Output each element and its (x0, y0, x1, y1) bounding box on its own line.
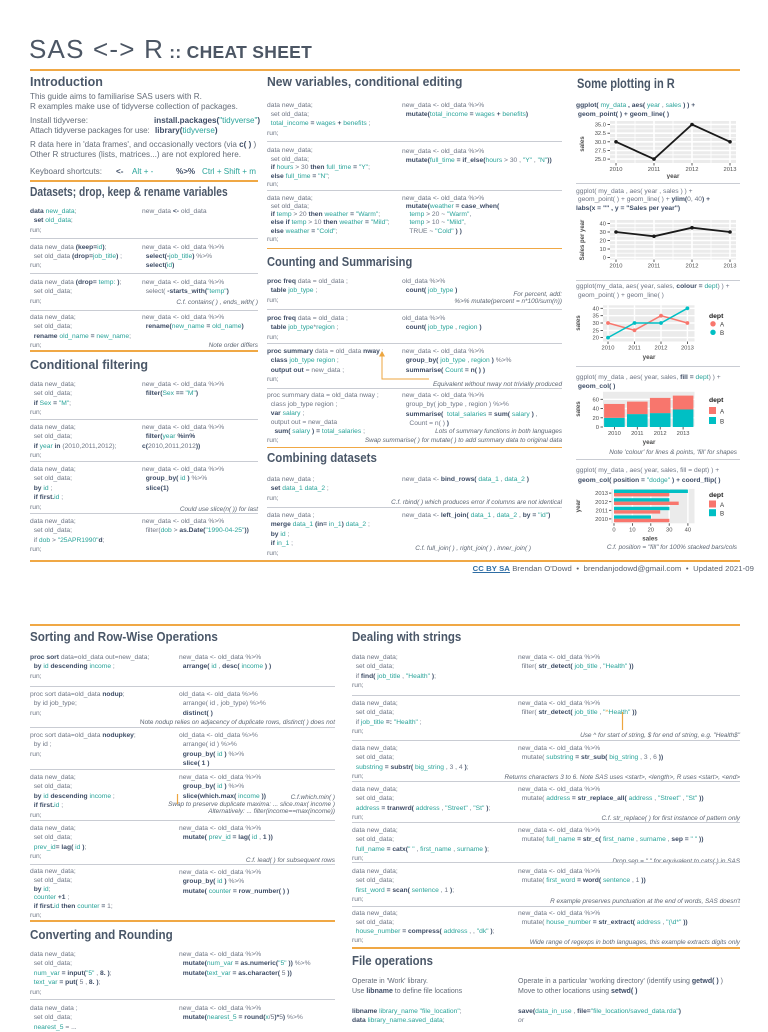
svg-text:10: 10 (600, 247, 606, 253)
svg-text:year: year (576, 499, 582, 512)
svg-text:sales: sales (576, 401, 582, 417)
svg-text:2013: 2013 (724, 264, 737, 270)
svg-text:25: 25 (593, 328, 599, 334)
svg-text:32.5: 32.5 (595, 131, 606, 137)
svg-text:2013: 2013 (681, 345, 694, 351)
svg-text:dept: dept (709, 397, 724, 404)
svg-text:sales: sales (642, 536, 658, 543)
svg-text:2010: 2010 (610, 264, 623, 270)
svg-text:0: 0 (596, 425, 599, 431)
svg-text:Sales per year: Sales per year (580, 219, 586, 260)
svg-text:B: B (720, 330, 724, 337)
svg-text:2011: 2011 (631, 431, 643, 437)
svg-text:2012: 2012 (655, 345, 668, 351)
svg-text:30: 30 (593, 321, 599, 327)
svg-text:2012: 2012 (686, 264, 699, 270)
svg-text:2010: 2010 (602, 345, 615, 351)
svg-text:A: A (720, 502, 725, 509)
svg-text:2012: 2012 (654, 431, 667, 437)
svg-text:2011: 2011 (648, 167, 660, 173)
svg-text:year: year (667, 173, 680, 179)
svg-text:2013: 2013 (677, 431, 690, 437)
svg-text:2012: 2012 (595, 500, 608, 506)
svg-text:30: 30 (666, 527, 672, 533)
svg-text:40: 40 (600, 222, 606, 228)
svg-text:20: 20 (600, 239, 606, 245)
svg-text:B: B (720, 511, 724, 518)
svg-text:2011: 2011 (628, 345, 640, 351)
svg-text:40: 40 (685, 527, 691, 533)
svg-text:2010: 2010 (610, 167, 623, 173)
svg-text:20: 20 (593, 336, 599, 342)
svg-text:A: A (720, 321, 725, 328)
svg-text:35: 35 (593, 314, 599, 320)
svg-text:2011: 2011 (596, 508, 608, 514)
svg-text:sales: sales (576, 315, 582, 331)
svg-text:2011: 2011 (648, 264, 660, 270)
svg-text:2010: 2010 (595, 517, 608, 523)
svg-text:10: 10 (629, 527, 635, 533)
svg-text:30.0: 30.0 (595, 140, 606, 146)
svg-text:sales: sales (579, 136, 586, 152)
svg-text:40: 40 (593, 306, 599, 312)
svg-text:0: 0 (612, 527, 615, 533)
svg-text:0: 0 (603, 256, 606, 262)
svg-text:30: 30 (600, 230, 606, 236)
svg-text:20: 20 (593, 416, 599, 422)
svg-text:year: year (643, 439, 656, 446)
svg-text:B: B (720, 419, 724, 426)
svg-text:25.0: 25.0 (595, 157, 606, 163)
svg-text:27.5: 27.5 (595, 149, 606, 155)
svg-text:35.0: 35.0 (595, 123, 606, 129)
svg-text:20: 20 (648, 527, 654, 533)
svg-text:A: A (720, 409, 725, 416)
svg-text:2013: 2013 (595, 491, 608, 497)
svg-text:40: 40 (593, 407, 599, 413)
svg-text:dept: dept (709, 492, 724, 499)
svg-text:2010: 2010 (608, 431, 621, 437)
svg-text:year: year (643, 354, 656, 361)
svg-text:60: 60 (593, 397, 599, 403)
svg-text:dept: dept (709, 313, 724, 320)
svg-text:2012: 2012 (686, 167, 699, 173)
svg-text:2013: 2013 (724, 167, 737, 173)
